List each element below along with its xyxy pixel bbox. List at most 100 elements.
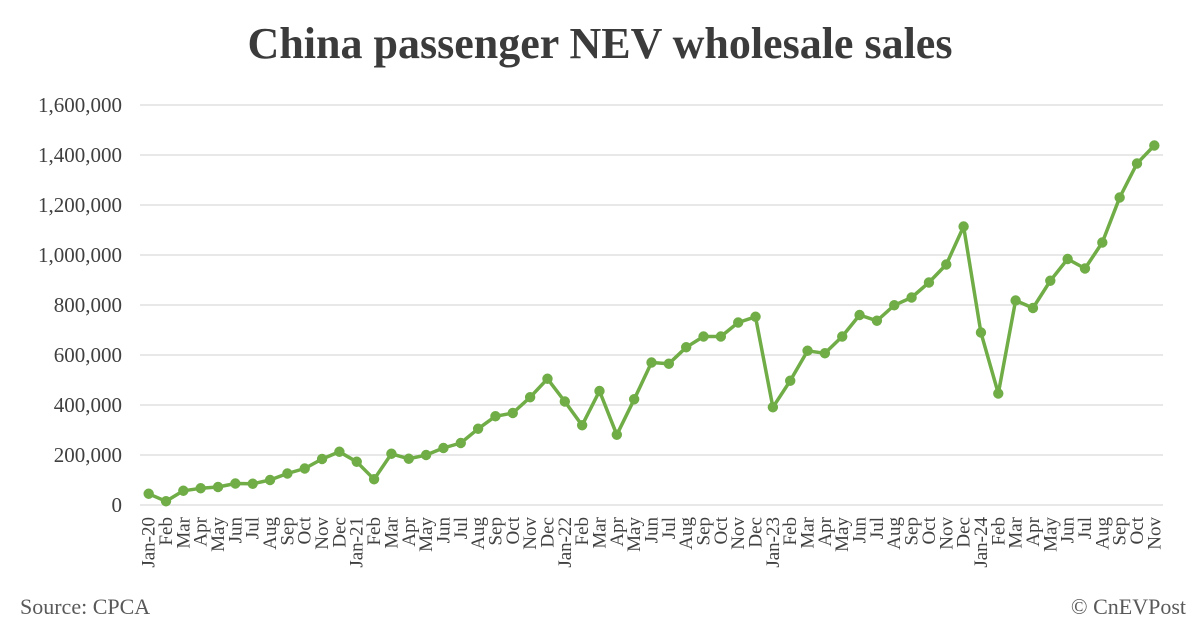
x-tick-label: Jul — [659, 517, 680, 539]
x-tick-label: Dec — [746, 517, 767, 548]
data-point — [195, 483, 206, 494]
chart-title: China passenger NEV wholesale sales — [248, 19, 953, 68]
data-point — [143, 488, 154, 499]
y-tick-label: 1,000,000 — [38, 243, 122, 267]
data-point — [438, 442, 449, 454]
y-tick-label: 1,200,000 — [38, 193, 122, 217]
data-point — [576, 420, 588, 431]
data-point — [1097, 237, 1108, 248]
data-point — [975, 327, 987, 338]
data-point — [750, 311, 761, 322]
y-tick-label: 0 — [112, 493, 123, 517]
source-note: Source: CPCA — [20, 594, 150, 619]
x-tick-label: Aug — [1092, 517, 1113, 550]
data-point — [472, 423, 484, 434]
data-point — [386, 448, 397, 459]
x-tick-label: Dec — [954, 517, 975, 548]
x-tick-label: Mar — [381, 516, 402, 548]
x-tick-label: Oct — [1127, 516, 1148, 544]
x-tick-label: May — [1040, 517, 1061, 552]
x-tick-label: Jul — [867, 517, 888, 539]
x-tick-label: Sep — [1110, 517, 1131, 546]
data-point — [889, 300, 900, 311]
x-tick-label: Jul — [243, 517, 264, 539]
data-point — [785, 375, 796, 386]
data-point — [368, 474, 380, 485]
data-point — [993, 388, 1004, 399]
x-axis: Jan-20FebMarAprMayJunJulAugSepOctNovDecJ… — [139, 516, 1166, 567]
x-tick-label: Jan-24 — [971, 517, 992, 568]
x-tick-label: Aug — [468, 517, 489, 550]
data-point — [594, 385, 605, 397]
x-tick-label: Sep — [485, 517, 506, 546]
data-point — [264, 474, 276, 486]
data-point — [941, 259, 952, 270]
x-tick-label: Mar — [1006, 516, 1027, 548]
data-point — [1010, 295, 1021, 306]
data-point — [1149, 140, 1160, 151]
x-tick-label: Jun — [433, 517, 454, 544]
data-point — [802, 345, 813, 356]
x-tick-label: Apr — [607, 516, 628, 546]
x-tick-label: Jun — [225, 517, 246, 544]
x-tick-label: Mar — [173, 516, 194, 548]
data-point — [1079, 263, 1091, 274]
series-layer — [143, 140, 1160, 507]
data-point — [923, 277, 935, 288]
x-tick-label: May — [208, 517, 229, 552]
data-point — [351, 456, 362, 467]
data-point — [732, 317, 744, 328]
data-point — [1062, 253, 1073, 265]
data-point — [837, 331, 848, 342]
data-point — [871, 315, 883, 326]
x-tick-label: Jan-23 — [763, 517, 784, 568]
data-point — [767, 402, 779, 413]
data-point — [663, 358, 675, 369]
data-point — [316, 453, 328, 465]
x-tick-label: Apr — [191, 516, 212, 546]
x-tick-label: Sep — [694, 517, 715, 546]
y-tick-label: 800,000 — [54, 293, 122, 317]
x-tick-label: Mar — [589, 516, 610, 548]
data-point — [559, 396, 571, 407]
x-tick-label: Jan-20 — [139, 517, 160, 568]
x-tick-label: Nov — [1144, 517, 1165, 550]
x-tick-label: Feb — [156, 517, 177, 546]
x-tick-label: Aug — [884, 517, 905, 550]
credit-note: © CnEVPost — [1071, 594, 1186, 619]
data-point — [628, 394, 640, 405]
data-point — [507, 407, 518, 419]
data-point — [906, 292, 917, 303]
data-point — [334, 446, 345, 457]
x-tick-label: Nov — [520, 517, 541, 550]
data-point — [698, 331, 709, 342]
y-tick-label: 1,400,000 — [38, 143, 122, 167]
x-tick-label: Nov — [312, 517, 333, 550]
data-point — [819, 348, 831, 359]
x-tick-label: Oct — [919, 516, 940, 544]
x-tick-label: May — [832, 517, 853, 552]
data-point — [490, 411, 501, 422]
data-point — [542, 373, 553, 384]
data-point — [715, 331, 727, 342]
data-point — [1045, 275, 1056, 286]
x-tick-label: Oct — [711, 516, 732, 544]
data-point — [958, 221, 969, 232]
data-point — [230, 478, 241, 489]
data-point — [680, 342, 692, 353]
data-point — [299, 463, 310, 474]
x-tick-label: Jan-22 — [555, 517, 576, 568]
data-point — [611, 429, 623, 440]
data-point — [247, 478, 258, 489]
data-point — [1131, 158, 1143, 169]
x-tick-label: Apr — [399, 516, 420, 546]
x-tick-label: Feb — [364, 517, 385, 546]
data-point — [1027, 302, 1039, 314]
data-point — [1114, 192, 1125, 203]
x-tick-label: Aug — [260, 517, 281, 550]
x-tick-label: Jun — [850, 517, 871, 544]
data-point — [160, 496, 172, 507]
series-line — [148, 144, 1156, 504]
x-tick-label: Jul — [1075, 517, 1096, 539]
